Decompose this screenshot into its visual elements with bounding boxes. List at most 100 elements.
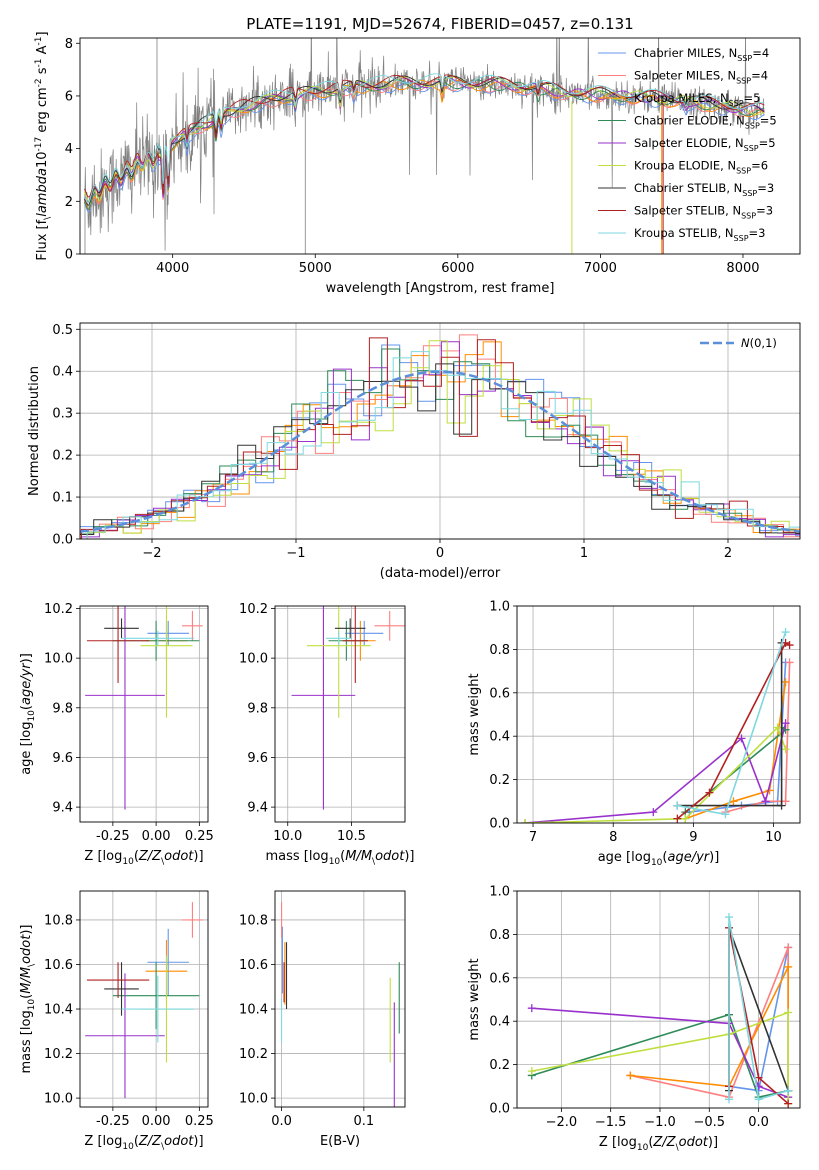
age_vs_mass-ytick-label: 10.2	[239, 602, 268, 617]
mass_vs_ebv-points	[281, 902, 400, 1107]
spectrum-legend-label: Salpeter MILES, NSSP=4	[634, 69, 768, 86]
weight_vs_Z-xtick-label: −2.0	[546, 1115, 578, 1130]
weight_vs_Z-marker-kroupa_stelib	[725, 1095, 734, 1104]
mass_vs_Z-frame	[79, 890, 209, 1108]
mass_vs_Z-ytick-label: 10.6	[44, 958, 73, 973]
residuals-ytick-label: 0.2	[52, 449, 73, 464]
weight_vs_age-line-salpeter_stelib	[676, 641, 790, 820]
weight_vs_Z-marker-kroupa_stelib	[725, 913, 734, 922]
weight_vs_Z-axes: −2.0 −1.5 −1.0 −0.5 0.0 0.0 0.2 0.4 0.6 0.8 1.0 Z […	[467, 885, 800, 1153]
weight_vs_age-marker-kroupa_elodie	[521, 819, 530, 823]
age_vs_mass-axes: 10.0 10.5 9.4 9.6 9.8 10.0 10.2 mass [log10(M/M…	[239, 602, 414, 867]
mass_vs_ebv-ytick-label: 10.4	[239, 1003, 268, 1018]
weight_vs_age-frame	[516, 605, 801, 824]
residuals-hist-group	[80, 334, 800, 539]
residuals-ytick-label: 0.4	[52, 365, 73, 380]
mass_vs_ebv-frame	[274, 890, 406, 1108]
residuals-normal-curve	[80, 370, 800, 533]
residuals-ytick-label: 0.1	[52, 491, 73, 506]
spectrum-model-kroupa_miles	[83, 79, 765, 210]
age_vs_Z-ytick-label: 9.4	[52, 801, 73, 816]
weight_vs_age-marker-salpeter_stelib	[781, 638, 790, 647]
weight_vs_age-ytick-label: 0.0	[489, 817, 510, 832]
mass_vs_Z-xtick-label: -0.25	[96, 1114, 130, 1129]
age_vs_Z-ytick-label: 9.6	[52, 751, 73, 766]
mass_vs_ebv-ytick-label: 10.2	[239, 1047, 268, 1062]
residuals-xtick-label: −2	[142, 546, 161, 561]
weight_vs_age-marker-kroupa_stelib	[673, 801, 682, 810]
mass_vs_ebv-axes: 0.0 0.1 10.0 10.2 10.4 10.6 10.8 E(B-V)	[239, 891, 405, 1149]
spectrum-xtick-label: 6000	[441, 261, 474, 276]
weight_vs_age-xtick-label: 8	[609, 830, 617, 845]
weight_vs_age-line-salpeter_miles	[725, 662, 791, 813]
spectrum-legend-label: Chabrier MILES, NSSP=4	[634, 46, 769, 63]
age_vs_Z-points	[85, 606, 203, 810]
weight_vs_Z-marker-salpeter_stelib	[754, 1073, 763, 1082]
mass_vs_Z-ytick-label: 10.2	[44, 1047, 73, 1062]
weight_vs_Z-marker-kroupa_stelib	[754, 1095, 763, 1104]
age_vs_mass-frame	[274, 605, 406, 823]
age_vs_mass-ytick-label: 10.0	[239, 652, 268, 667]
weight_vs_age-marker-kroupa_elodie	[681, 814, 690, 823]
weight_vs_age-marker-kroupa_stelib	[781, 628, 790, 637]
age_vs_Z-xtick-label: 0.25	[185, 829, 214, 844]
mass_vs_Z-points	[85, 902, 203, 1099]
mass_vs_ebv-ytick-label: 10.8	[239, 913, 268, 928]
age_vs_Z-xlabel: Z [log10(Z/Z\odot)]	[84, 849, 203, 867]
age_vs_Z-ylabel: age [log10(age/yr)]	[19, 653, 37, 775]
spectrum-axes: 4000 5000 6000 7000 8000 0 2 4 6 8 wavelength [Ang…	[34, 31, 760, 296]
weight_vs_age-marker-salpeter_elodie	[781, 719, 790, 728]
age_vs_mass-points	[291, 606, 405, 810]
weight_vs_age-marker-kroupa_elodie	[781, 745, 790, 754]
spectrum-ytick-label: 0	[65, 248, 73, 263]
weight_vs_Z-marker-kroupa_stelib	[784, 1086, 793, 1095]
mass_vs_ebv-xtick-label: 0.1	[354, 1114, 375, 1129]
spectrum-xtick-label: 5000	[299, 261, 332, 276]
spectrum-frame	[79, 37, 801, 255]
mass_vs_Z-ytick-label: 10.4	[44, 1003, 73, 1018]
weight_vs_age-marker-salpeter_miles	[785, 658, 794, 667]
weight_vs_Z-marker-kroupa_miles	[784, 962, 793, 971]
residuals-ylabel: Normed distribution	[27, 366, 42, 496]
weight_vs_Z-xlabel: Z [log10(Z/Z\odot)]	[599, 1135, 718, 1153]
age_vs_mass-xtick-label: 10.5	[337, 829, 366, 844]
weight_vs_age-marker-salpeter_stelib	[705, 788, 714, 797]
weight_vs_Z-marker-salpeter_miles	[784, 943, 793, 952]
weight_vs_age-marker-salpeter_miles	[781, 797, 790, 806]
weight_vs_age-ylabel: mass weight	[467, 673, 482, 755]
weight_vs_Z-xtick-label: −0.5	[693, 1115, 725, 1130]
weight_vs_Z-ytick-label: 0.2	[489, 1058, 510, 1073]
figure-title: PLATE=1191, MJD=52674, FIBERID=0457, z=0…	[246, 15, 633, 33]
spectrum-model-salpeter_stelib	[83, 74, 765, 198]
spectrum-legend-label: Chabrier ELODIE, NSSP=5	[634, 114, 777, 131]
weight_vs_Z-line-salpeter_elodie	[531, 1007, 789, 1098]
spectrum-xtick-label: 7000	[584, 261, 617, 276]
weight_vs_Z-marker-salpeter_elodie	[527, 1004, 536, 1013]
age_vs_mass-xlabel: mass [log10(M/M\odot)]	[265, 849, 414, 867]
weight_vs_Z-ylabel: mass weight	[467, 958, 482, 1040]
mass_vs_ebv-xtick-label: 0.0	[271, 1114, 292, 1129]
weight_vs_Z-xtick-label: 0.0	[748, 1115, 769, 1130]
residuals-hist-salpeter_stelib	[80, 337, 800, 539]
spectrum-data-group	[83, 38, 765, 254]
spectrum-ytick-label: 6	[65, 89, 73, 104]
mass_vs_ebv-ytick-label: 10.6	[239, 958, 268, 973]
age_vs_Z-axes: -0.25 0.00 0.25 9.4 9.6 9.8 10.0 10.2 Z [log10(Z…	[19, 602, 214, 867]
weight_vs_age-marker-kroupa_elodie	[773, 723, 782, 732]
age_vs_Z-frame	[79, 605, 209, 823]
spectrum-legend-label: Kroupa MILES, NSSP=5	[634, 91, 760, 108]
spectrum-ytick-label: 4	[65, 142, 73, 157]
spectrum-model-kroupa_stelib	[83, 73, 765, 203]
weight_vs_age-marker-salpeter_elodie	[737, 734, 746, 743]
residuals-xlabel: (data-model)/error	[380, 566, 501, 581]
weight_vs_age-xlabel: age [log10(age/yr)]	[598, 850, 720, 868]
weight_vs_age-ytick-label: 0.8	[489, 643, 510, 658]
weight_vs_age-series	[521, 628, 794, 823]
age_vs_Z-xtick-label: 0.00	[142, 829, 171, 844]
mass_vs_Z-xlabel: Z [log10(Z/Z\odot)]	[84, 1134, 203, 1152]
weight_vs_age-ytick-label: 0.6	[489, 686, 510, 701]
age_vs_mass-ytick-label: 9.8	[247, 701, 268, 716]
age_vs_mass-ytick-label: 9.6	[247, 751, 268, 766]
weight_vs_age-ytick-label: 0.2	[489, 773, 510, 788]
